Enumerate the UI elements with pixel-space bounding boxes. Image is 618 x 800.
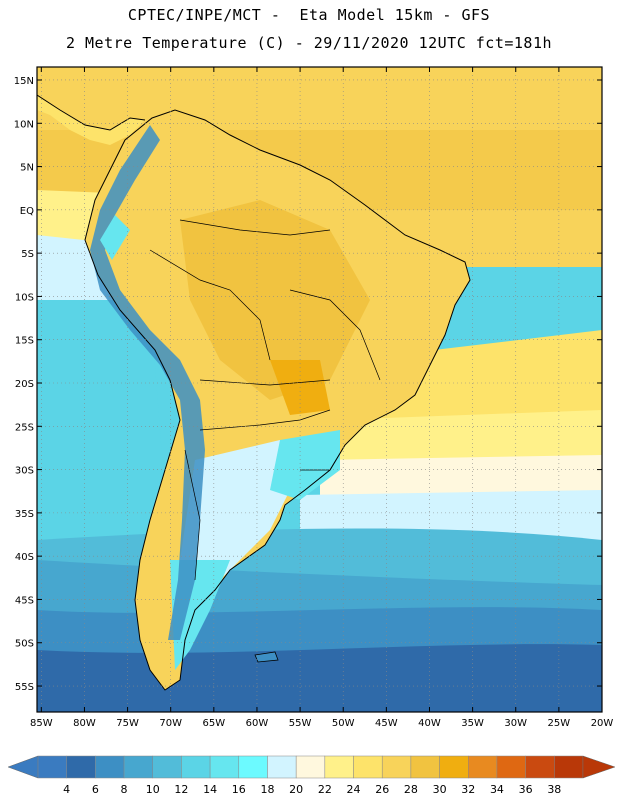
- colorbar-swatch: [152, 755, 182, 779]
- colorbar: 4 6 8 10 12 14 16 18 20 22 24 26 28 30 32 34 36 38: [7, 755, 616, 796]
- colorbar-label: 14: [203, 783, 217, 796]
- lat-tick-label: 15S: [15, 336, 34, 347]
- interior-hot-area: [180, 200, 370, 400]
- lon-tick-label: 40W: [418, 718, 441, 729]
- lon-tick-label: 85W: [30, 718, 53, 729]
- colorbar-label: 20: [289, 783, 303, 796]
- uruguay-area: [270, 430, 340, 500]
- lon-tick-label: 35W: [461, 718, 484, 729]
- lon-tick-label: 25W: [548, 718, 571, 729]
- lat-tick-label: 50S: [15, 639, 34, 650]
- colorbar-label: 28: [404, 783, 418, 796]
- colorbar-label: 24: [347, 783, 361, 796]
- colorbar-label: 36: [519, 783, 533, 796]
- colorbar-swatch: [324, 755, 354, 779]
- colorbar-swatch: [496, 755, 526, 779]
- colorbar-label: 22: [318, 783, 332, 796]
- colorbar-arrow-low: [7, 755, 39, 779]
- colorbar-swatch: [410, 755, 440, 779]
- colorbar-swatch: [123, 755, 153, 779]
- lon-tick-label: 70W: [159, 718, 182, 729]
- colorbar-label: 6: [92, 783, 99, 796]
- coastline: [84, 109, 471, 691]
- lat-tick-label: 5N: [20, 163, 34, 174]
- longitude-axis: 85W 80W 75W 70W 65W 60W 55W 50W 45W 40W 35W 30W 25W 2…: [30, 67, 613, 729]
- lon-tick-label: 30W: [504, 718, 527, 729]
- colorbar-swatch: [381, 755, 412, 779]
- latitude-axis: 15N 10N 5N EQ 5S 10S 15S 20S 25S 30S 35S 40S 45S 50S 5…: [14, 76, 602, 693]
- lat-tick-label: 45S: [15, 595, 34, 606]
- colorbar-label: 34: [490, 783, 504, 796]
- lon-tick-label: 55W: [289, 718, 312, 729]
- colorbar-swatch: [95, 755, 125, 779]
- colorbar-label: 8: [121, 783, 128, 796]
- colorbar-swatch: [209, 755, 240, 779]
- colorbar-label: 12: [174, 783, 188, 796]
- lat-tick-label: 40S: [15, 552, 34, 563]
- lat-tick-label: 20S: [15, 379, 34, 390]
- central-america-coast: [37, 94, 146, 131]
- lon-tick-label: 65W: [203, 718, 226, 729]
- lon-tick-label: 45W: [375, 718, 398, 729]
- lat-tick-label: 10N: [14, 119, 34, 130]
- lat-tick-label: 5S: [21, 249, 34, 260]
- caribbean-islands: [40, 70, 150, 92]
- colorbar-swatch: [439, 755, 469, 779]
- colorbar-label: 30: [433, 783, 447, 796]
- colorbar-swatch: [181, 755, 211, 779]
- colorbar-label: 32: [461, 783, 475, 796]
- colorbar-swatch: [238, 755, 268, 779]
- map-title-line2: 2 Metre Temperature (C) - 29/11/2020 12U…: [65, 34, 553, 52]
- colorbar-swatch: [353, 755, 383, 779]
- colorbar-swatch: [554, 755, 584, 779]
- lat-tick-label: 25S: [15, 422, 34, 433]
- colorbar-label: 16: [232, 783, 246, 796]
- pacific-cold-band: [37, 300, 170, 560]
- lat-tick-label: 55S: [15, 682, 34, 693]
- map-field: [37, 67, 602, 712]
- colorbar-label: 38: [547, 783, 561, 796]
- lat-tick-label: 30S: [15, 466, 34, 477]
- lon-tick-label: 20W: [591, 718, 614, 729]
- colorbar-swatch: [525, 755, 555, 779]
- andes-north-highland: [100, 215, 130, 260]
- colorbar-swatch: [66, 755, 96, 779]
- colorbar-label: 18: [260, 783, 274, 796]
- lat-tick-label: 10S: [15, 292, 34, 303]
- colorbar-swatch: [468, 755, 498, 779]
- lon-tick-label: 80W: [73, 718, 96, 729]
- colorbar-swatch: [37, 755, 67, 779]
- andes-cordillera: [90, 125, 205, 640]
- map-frame: [36, 66, 603, 713]
- colorbar-label: 26: [375, 783, 389, 796]
- colorbar-swatch: [267, 755, 297, 779]
- colorbar-arrow-high: [582, 755, 616, 779]
- map-title-line1: CPTEC/INPE/MCT - Eta Model 15km - GFS: [127, 6, 491, 24]
- lon-tick-label: 75W: [116, 718, 139, 729]
- central-america-land: [37, 95, 145, 145]
- lon-tick-label: 50W: [332, 718, 355, 729]
- colorbar-swatch: [295, 755, 326, 779]
- colorbar-label: 4: [63, 783, 70, 796]
- southern-band-4: [37, 644, 602, 712]
- colorbar-label: 10: [146, 783, 160, 796]
- lat-tick-label: 35S: [15, 509, 34, 520]
- lat-tick-label: EQ: [20, 206, 34, 217]
- lon-tick-label: 60W: [246, 718, 269, 729]
- lat-tick-label: 15N: [14, 76, 34, 87]
- country-borders: [149, 219, 381, 581]
